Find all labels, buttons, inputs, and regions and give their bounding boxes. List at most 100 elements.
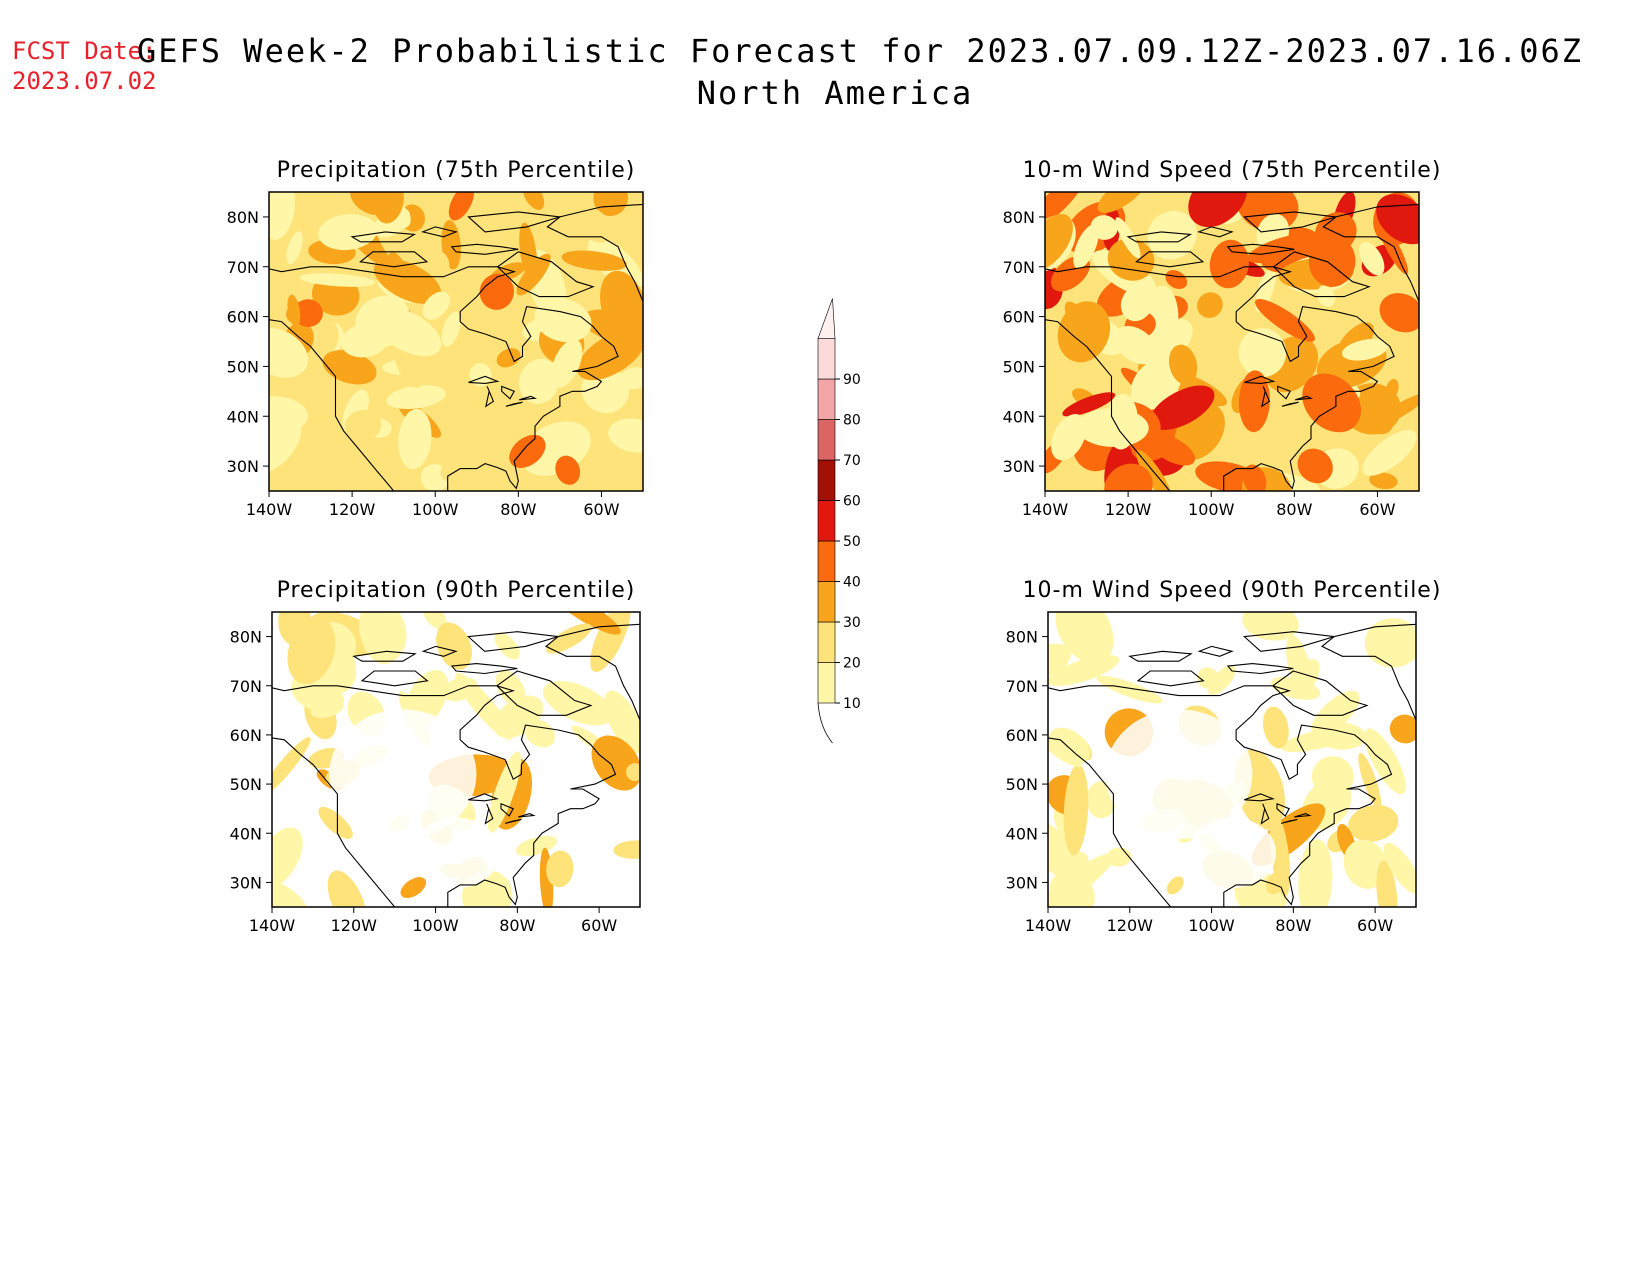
probability-blob xyxy=(341,323,389,358)
probability-blob xyxy=(286,231,303,265)
probability-blob xyxy=(316,319,339,354)
probability-blob xyxy=(1165,270,1188,290)
arctic-island xyxy=(1135,251,1205,268)
probability-blob xyxy=(1348,804,1399,842)
probability-blob xyxy=(287,617,336,685)
probability-blob xyxy=(1362,430,1417,476)
colorbar-top-arrow xyxy=(817,298,836,339)
lat-tick-label: 30N xyxy=(1003,457,1035,476)
arctic-island xyxy=(350,231,417,243)
probability-blob xyxy=(344,409,382,442)
arctic-island xyxy=(359,251,429,268)
arctic-island xyxy=(1272,251,1371,298)
probability-blob xyxy=(1136,449,1173,491)
great-lake xyxy=(1294,813,1312,818)
probability-blob xyxy=(1311,756,1354,798)
arctic-island xyxy=(450,243,519,255)
lon-tick-label: 100W xyxy=(1188,916,1235,935)
probability-blob xyxy=(1383,842,1416,894)
great-lake xyxy=(1277,385,1291,400)
lat-tick-label: 50N xyxy=(230,775,262,794)
map-frame xyxy=(268,191,644,492)
lat-tick-label: 50N xyxy=(227,357,259,376)
probability-blob xyxy=(1311,690,1360,737)
probability-blob xyxy=(277,458,317,491)
probability-blob xyxy=(1354,396,1394,435)
coastlines xyxy=(1048,623,1416,907)
lat-tick-label: 70N xyxy=(227,258,259,277)
probability-blob xyxy=(1238,370,1270,433)
probability-blob xyxy=(1048,736,1082,767)
great-lake xyxy=(485,386,495,408)
arctic-island xyxy=(1243,211,1337,233)
lat-tick-label: 70N xyxy=(1003,258,1035,277)
colorbar-segment xyxy=(817,378,836,420)
great-lake xyxy=(468,793,499,802)
probability-blob xyxy=(327,870,367,907)
probability-blob xyxy=(269,327,309,378)
probability-blob xyxy=(448,192,475,221)
lat-tick-label: 70N xyxy=(1006,677,1038,696)
probability-blob xyxy=(1269,812,1291,897)
probability-field xyxy=(1048,612,1416,907)
map-frame xyxy=(1044,191,1420,492)
panel-title: 10-m Wind Speed (90th Percentile) xyxy=(1023,578,1442,603)
great-lake xyxy=(1281,401,1299,407)
great-lake xyxy=(500,802,514,817)
probability-blob xyxy=(400,877,427,899)
colorbar-segment xyxy=(817,338,836,380)
low-probability-area xyxy=(1187,817,1277,889)
panel-title: Precipitation (90th Percentile) xyxy=(277,578,636,603)
probability-blob xyxy=(1147,210,1197,260)
lon-tick-label: 120W xyxy=(329,500,376,519)
colorbar-label: 70 xyxy=(843,453,861,469)
region-title: North America xyxy=(696,74,974,112)
probability-blob xyxy=(373,192,404,224)
map-panel-precip75: Precipitation (75th Percentile) 80N 70N 60N… xyxy=(227,158,644,519)
probability-blob xyxy=(494,632,520,660)
greenland-coastline xyxy=(546,203,643,303)
probability-blob xyxy=(608,418,643,453)
arctic-island xyxy=(1243,631,1335,652)
east-coastline xyxy=(272,685,617,907)
colorbar: 10 20 30 40 50 60 70 80 90 xyxy=(817,298,861,744)
probability-blob xyxy=(1281,727,1355,753)
lon-tick-label: 80W xyxy=(1276,500,1312,519)
colorbar-bottom-arrow xyxy=(817,702,833,744)
probability-blob xyxy=(581,309,643,344)
probability-blob xyxy=(423,612,447,629)
lon-tick-label: 140W xyxy=(1025,916,1072,935)
probability-blob xyxy=(1073,224,1099,269)
probability-field xyxy=(272,612,640,907)
arctic-island xyxy=(467,631,559,652)
coastlines xyxy=(269,203,643,491)
colorbar-label: 80 xyxy=(843,413,861,429)
arctic-island xyxy=(1226,663,1294,675)
probability-blob xyxy=(487,751,522,834)
lat-tick-label: 80N xyxy=(1006,628,1038,647)
great-lake xyxy=(518,813,536,818)
west-coastline xyxy=(1045,319,1171,491)
probability-blob xyxy=(561,250,627,271)
probability-blob xyxy=(398,408,432,470)
arctic-island xyxy=(1128,650,1193,662)
probability-blob xyxy=(1115,217,1141,259)
colorbar-label: 30 xyxy=(843,615,861,631)
probability-blob xyxy=(1297,448,1333,484)
probability-blob xyxy=(1242,612,1299,641)
arctic-island xyxy=(421,645,458,657)
probability-blob xyxy=(1188,192,1248,228)
forecast-title: GEFS Week-2 Probabilistic Forecast for 2… xyxy=(136,32,1584,70)
colorbar-segment xyxy=(817,662,836,704)
lon-tick-label: 60W xyxy=(1359,500,1395,519)
greenland-coastline xyxy=(544,623,640,721)
lat-tick-label: 40N xyxy=(227,407,259,426)
probability-blob xyxy=(534,298,592,343)
colorbar-label: 20 xyxy=(843,656,861,672)
map-frame xyxy=(271,611,641,908)
probability-blob xyxy=(1298,839,1333,907)
probability-blob xyxy=(1168,344,1198,385)
probability-blob xyxy=(1045,214,1073,271)
arctic-island xyxy=(450,663,518,675)
probability-blob xyxy=(1379,293,1419,333)
